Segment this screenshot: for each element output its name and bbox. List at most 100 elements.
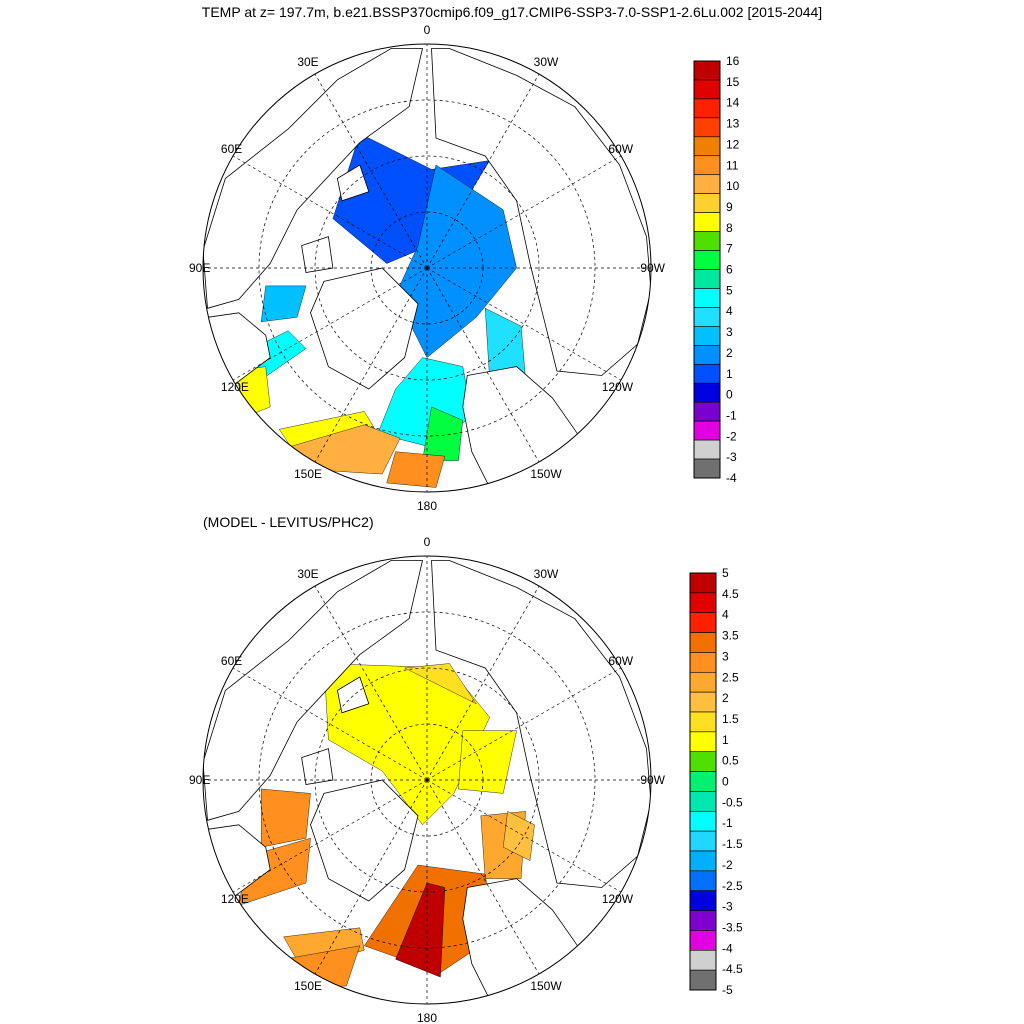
colorbar-swatch [689, 711, 717, 733]
longitude-label: 90W [640, 261, 665, 275]
colorbar-tick-label: -4 [722, 941, 733, 955]
colorbar-swatch [693, 307, 721, 327]
colorbar-tick-label: 0 [722, 775, 729, 789]
colorbar-swatch [689, 969, 717, 991]
region-kara-sea [502, 811, 535, 861]
colorbar-swatch [689, 810, 717, 832]
longitude-gridline [426, 267, 622, 381]
colorbar-tick-label: -4 [726, 471, 737, 485]
colorbar-tick-label: -1 [722, 816, 733, 830]
longitude-gridline [232, 779, 428, 893]
colorbar-frame [693, 60, 721, 479]
longitude-gridline [232, 267, 428, 381]
colorbar-tick-label: 4.5 [722, 587, 739, 601]
longitude-label: 150E [294, 979, 322, 993]
longitude-label: 120W [602, 380, 634, 394]
longitude-gridline [314, 73, 428, 269]
colorbar-tick-label: 7 [726, 242, 733, 256]
map-field [203, 556, 651, 1004]
coastline-land-7 [301, 748, 334, 785]
coastline-land-3 [203, 48, 424, 309]
colorbar-tick-label: 2 [722, 691, 729, 705]
longitude-gridline [426, 667, 622, 781]
longitude-label: 90W [640, 773, 665, 787]
colorbar-tick-label: -2 [726, 429, 737, 443]
colorbar: 5 4.5 4 3.5 3 2.5 2 1.5 1 0.5 0 -0.5 -1 -1.5 -2 -2.5 -3 -… [689, 566, 743, 997]
longitude-gridline [314, 585, 428, 781]
colorbar-frame [689, 572, 717, 991]
longitude-label: 60W [608, 142, 633, 156]
colorbar-tick-label: 4 [722, 608, 729, 622]
colorbar-tick-label: 2 [726, 346, 733, 360]
longitude-label: 120W [602, 892, 634, 906]
colorbar-swatch [693, 363, 721, 384]
colorbar-tick-label: 16 [726, 54, 740, 68]
colorbar-swatch [693, 420, 721, 441]
colorbar-swatch [693, 193, 721, 213]
colorbar-tick-label: 0.5 [722, 754, 739, 768]
region-eurasian-basin [395, 164, 517, 358]
longitude-label: 30E [297, 567, 318, 581]
coastline-land-2 [462, 366, 585, 488]
colorbar-tick-label: 1.5 [722, 712, 739, 726]
colorbar-swatch [689, 771, 717, 792]
colorbar-swatch [689, 890, 717, 911]
colorbar-swatch [693, 250, 721, 270]
colorbar-swatch [689, 652, 717, 673]
colorbar-tick-label: 1 [726, 367, 733, 381]
colorbar-swatch [689, 830, 717, 852]
colorbar-swatch [689, 632, 717, 653]
colorbar-swatch [693, 439, 721, 460]
region-baffin-bay [260, 285, 307, 323]
colorbar-tick-label: -1.5 [722, 837, 743, 851]
colorbar-tick-label: 2.5 [722, 670, 739, 684]
coastline-land-6 [336, 164, 370, 202]
longitude-label: 90E [189, 773, 210, 787]
colorbar-swatch [689, 572, 717, 594]
colorbar-tick-label: -2.5 [722, 879, 743, 893]
colorbar-tick-label: 5 [726, 283, 733, 297]
region-nordic-seas-east [422, 406, 464, 461]
colorbar-swatch [693, 326, 721, 346]
colorbar-tick-label: 3 [722, 649, 729, 663]
colorbar-tick-label: 9 [726, 200, 733, 214]
colorbar-swatch [689, 592, 717, 614]
longitude-label: 0 [424, 535, 431, 549]
colorbar-swatch [689, 930, 717, 951]
colorbar-swatch [693, 269, 721, 289]
region-eurasian-slope [458, 730, 517, 794]
colorbar-tick-label: 3.5 [722, 629, 739, 643]
colorbar-tick-label: 14 [726, 96, 740, 110]
longitude-gridline [232, 155, 428, 269]
colorbar-swatch [689, 791, 717, 812]
colorbar-tick-label: 1 [722, 733, 729, 747]
colorbar-swatch [689, 850, 717, 872]
longitude-label: 30W [534, 55, 559, 69]
colorbar-swatch [693, 382, 721, 403]
coastline-land-3 [203, 560, 424, 821]
colorbar-swatch [693, 174, 721, 194]
longitude-gridline [426, 585, 540, 781]
colorbar-swatch [689, 691, 717, 713]
longitude-label: 120E [221, 380, 249, 394]
longitude-gridline [314, 779, 428, 975]
colorbar-tick-label: 6 [726, 263, 733, 277]
colorbar-tick-label: -3 [722, 900, 733, 914]
coastline-land-5 [310, 267, 419, 390]
longitude-label: 90E [189, 261, 210, 275]
region-baffin-bay [261, 788, 311, 848]
longitude-gridline [426, 155, 622, 269]
latitude-gridline [314, 667, 540, 893]
colorbar-swatch [693, 79, 721, 100]
colorbar-tick-label: -1 [726, 409, 737, 423]
colorbar-tick-label: -2 [722, 858, 733, 872]
colorbar-tick-label: 12 [726, 137, 740, 151]
colorbar-swatch [689, 612, 717, 633]
colorbar-swatch [693, 117, 721, 138]
longitude-label: 0 [424, 23, 431, 37]
colorbar-swatch [689, 751, 717, 772]
colorbar-tick-label: 11 [726, 158, 739, 172]
colorbar-swatch [693, 212, 721, 232]
coastline-land-6 [336, 676, 370, 714]
colorbar-tick-label: 0 [726, 388, 733, 402]
